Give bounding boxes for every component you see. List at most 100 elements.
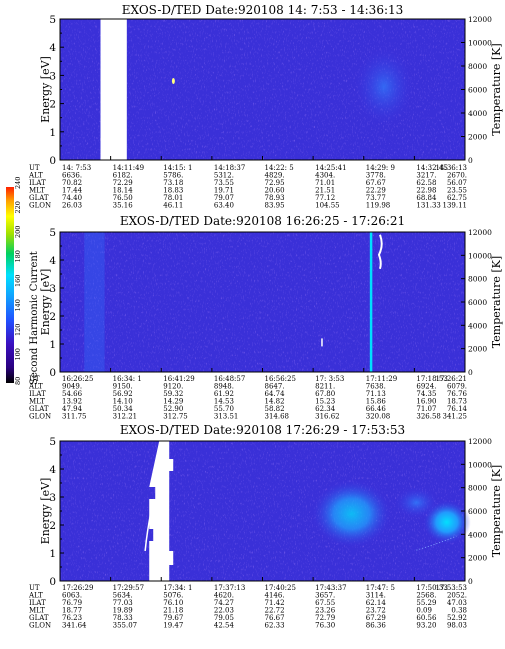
orbit-table-cell: 21.18 bbox=[163, 607, 183, 615]
panel-title: EXOS-D/TED Date:920108 17:26:29 - 17:53:… bbox=[120, 423, 405, 437]
spike-mark bbox=[171, 78, 175, 85]
orbit-table-cell: 313.51 bbox=[214, 413, 239, 421]
orbit-table-cell: 17:34: 1 bbox=[163, 584, 192, 592]
y-tick-label: 2 bbox=[49, 311, 56, 323]
orbit-table-cell: 76.23 bbox=[62, 614, 82, 622]
y-axis-label: Energy [eV] bbox=[39, 269, 52, 336]
orbit-table-cell: 15.86 bbox=[366, 398, 387, 406]
orbit-table-cell: 14:11:49 bbox=[113, 164, 144, 172]
colorbar-tick-label: 180 bbox=[14, 250, 22, 262]
orbit-table-cell: 9049. bbox=[62, 383, 82, 391]
y-right-tick-label: 12000 bbox=[468, 228, 492, 237]
orbit-table-row-label: ILAT bbox=[29, 599, 46, 607]
y-axis-label: Energy [eV] bbox=[39, 478, 52, 545]
y-tick-label: 2 bbox=[49, 99, 56, 111]
orbit-table-cell: 83.95 bbox=[265, 202, 285, 210]
colorbar-tick-label: 240 bbox=[14, 177, 22, 189]
orbit-table-cell: 56.07 bbox=[447, 179, 467, 187]
temperature-trace bbox=[144, 510, 152, 552]
orbit-table-cell: 316.62 bbox=[315, 413, 340, 421]
y-tick-label: 3 bbox=[49, 492, 56, 504]
orbit-table-cell: 76.50 bbox=[113, 194, 133, 202]
orbit-table-cell: 314.68 bbox=[265, 413, 290, 421]
orbit-table-cell: 4304. bbox=[315, 172, 335, 180]
y-right-tick-label: 2000 bbox=[468, 345, 487, 354]
orbit-table-cell: 67.29 bbox=[366, 614, 386, 622]
orbit-table-cell: 355.07 bbox=[113, 622, 138, 630]
orbit-table-cell: 2052. bbox=[447, 592, 467, 600]
orbit-table-cell: 3217. bbox=[416, 172, 436, 180]
y-right-tick-label: 4000 bbox=[468, 530, 487, 539]
panel-1: EXOS-D/TED Date:920108 14: 7:53 - 14:36:… bbox=[28, 3, 503, 210]
y-tick-label: 1 bbox=[49, 127, 56, 139]
orbit-table-cell: 16:41:29 bbox=[163, 375, 194, 383]
y-tick-label: 3 bbox=[49, 283, 56, 295]
panel-3: EXOS-D/TED Date:920108 17:26:29 - 17:53:… bbox=[28, 423, 503, 630]
orbit-table-cell: 62.58 bbox=[416, 179, 436, 187]
orbit-table-row-label: ILAT bbox=[29, 179, 46, 187]
orbit-table-cell: 6636. bbox=[62, 172, 82, 180]
orbit-table-cell: 47.03 bbox=[447, 599, 467, 607]
orbit-table-cell: 55.70 bbox=[214, 405, 234, 413]
orbit-table-cell: 55.29 bbox=[416, 599, 436, 607]
orbit-table-cell: 16:56:25 bbox=[265, 375, 296, 383]
orbit-table-cell: 17:40:25 bbox=[265, 584, 296, 592]
orbit-table-cell: 6063. bbox=[62, 592, 82, 600]
y-right-tick-label: 8000 bbox=[468, 275, 487, 284]
orbit-table-cell: 23.55 bbox=[447, 187, 467, 195]
orbit-table-cell: 3114. bbox=[366, 592, 386, 600]
y-tick-label: 0 bbox=[49, 576, 56, 588]
orbit-table-cell: 17:47: 5 bbox=[366, 584, 395, 592]
orbit-table-cell: 76.76 bbox=[447, 390, 468, 398]
orbit-table-cell: 86.36 bbox=[366, 622, 387, 630]
orbit-table-cell: 2568. bbox=[416, 592, 436, 600]
orbit-table-cell: 4620. bbox=[214, 592, 234, 600]
orbit-table-cell: 70.82 bbox=[62, 179, 82, 187]
orbit-table-cell: 66.46 bbox=[366, 405, 387, 413]
orbit-table-cell: 73.55 bbox=[214, 179, 234, 187]
y-tick-label: 3 bbox=[49, 70, 56, 82]
orbit-table-cell: 62.14 bbox=[366, 599, 387, 607]
orbit-table-cell: 22.29 bbox=[366, 187, 386, 195]
orbit-table-cell: 73.77 bbox=[366, 194, 386, 202]
orbit-table-cell: 14.53 bbox=[214, 398, 234, 406]
orbit-table-cell: 78.93 bbox=[265, 194, 285, 202]
orbit-table-cell: 17:43:37 bbox=[315, 584, 346, 592]
orbit-table-row-label: ALT bbox=[28, 172, 43, 180]
orbit-table-cell: 18.77 bbox=[62, 607, 82, 615]
orbit-table-cell: 8647. bbox=[265, 383, 285, 391]
orbit-table-cell: 58.82 bbox=[265, 405, 285, 413]
orbit-table-cell: 64.74 bbox=[265, 390, 286, 398]
orbit-table-cell: 52.92 bbox=[447, 614, 467, 622]
orbit-table-cell: 17: 3:53 bbox=[315, 375, 344, 383]
enhancement-region bbox=[354, 46, 414, 127]
y-tick-label: 5 bbox=[49, 436, 56, 448]
orbit-table-cell: 16:34: 1 bbox=[113, 375, 142, 383]
orbit-table-cell: 79.67 bbox=[163, 614, 183, 622]
orbit-table-cell: 60.56 bbox=[416, 614, 437, 622]
orbit-table-row-label: ALT bbox=[28, 383, 43, 391]
orbit-table-cell: 14: 7:53 bbox=[62, 164, 91, 172]
orbit-table-row-label: GLON bbox=[29, 413, 51, 421]
orbit-table-cell: 5634. bbox=[113, 592, 133, 600]
panel-2: EXOS-D/TED Date:920108 16:26:25 - 17:26:… bbox=[28, 214, 503, 421]
orbit-table-cell: 0.09 bbox=[416, 607, 432, 615]
orbit-table-cell: 14:22: 5 bbox=[265, 164, 294, 172]
orbit-table-cell: 22.98 bbox=[416, 187, 436, 195]
orbit-table-row-label: MLT bbox=[29, 607, 45, 615]
orbit-table-row-label: GLAT bbox=[29, 614, 49, 622]
orbit-table-cell: 17:29:57 bbox=[113, 584, 144, 592]
orbit-table-cell: 68.84 bbox=[416, 194, 437, 202]
y-tick-label: 0 bbox=[49, 155, 56, 167]
orbit-table-cell: 5312. bbox=[214, 172, 234, 180]
y-right-tick-label: 6000 bbox=[468, 86, 487, 95]
y-right-tick-label: 2000 bbox=[468, 133, 487, 142]
orbit-table-cell: 131.33 bbox=[416, 202, 441, 210]
orbit-table-cell: 17:37:13 bbox=[214, 584, 245, 592]
temperature-trace bbox=[377, 234, 383, 270]
orbit-table-cell: 19.71 bbox=[214, 187, 234, 195]
orbit-table-cell: 119.98 bbox=[366, 202, 391, 210]
colorbar-tick-label: 140 bbox=[14, 299, 22, 311]
spike-mark bbox=[321, 338, 323, 347]
